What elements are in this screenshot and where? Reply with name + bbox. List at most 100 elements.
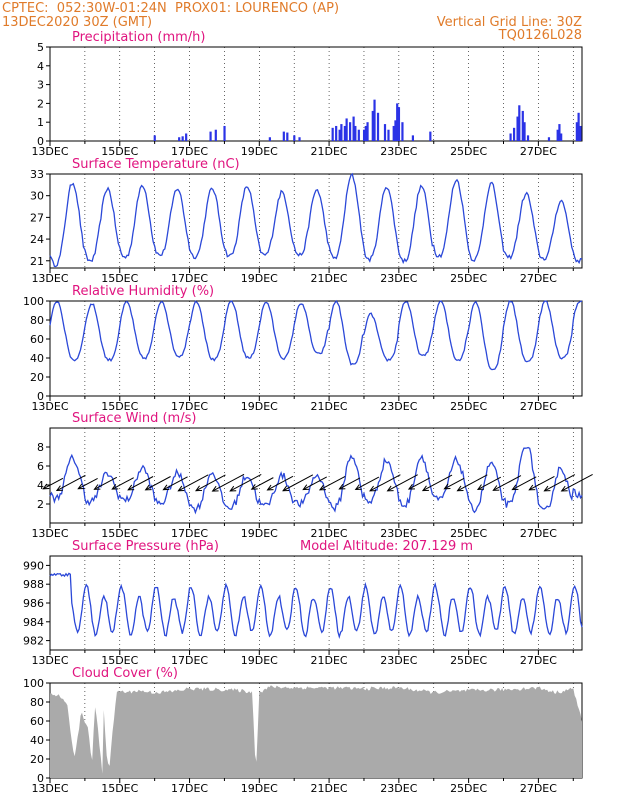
wind-vector — [493, 475, 522, 491]
wind-vector-head — [302, 484, 310, 491]
wind-vector-head — [250, 484, 258, 490]
wind-vector-head — [511, 484, 519, 491]
x-tick-label: 13DEC — [31, 145, 68, 158]
panel-3: Relative Humidity (%) 0 20 40 60 80 100 13DEC 15… — [23, 284, 583, 413]
x-tick-label: 13DEC — [31, 654, 68, 667]
panel-6: Cloud Cover (%) 0 20 40 60 80 100 13DEC 15DEC 17D… — [23, 666, 583, 795]
precip-bar — [516, 116, 519, 141]
precip-bar — [383, 124, 387, 141]
y-tick-label: 24 — [30, 233, 44, 246]
y-tick-label: 40 — [30, 734, 44, 747]
precip-bar — [335, 125, 338, 141]
wind-speed-line — [49, 446, 583, 515]
y-tick-label: 982 — [23, 635, 44, 648]
temperature-line — [49, 172, 583, 268]
x-tick-label: 21DEC — [311, 400, 348, 413]
wind-vector — [444, 477, 465, 490]
wind-vector-head — [492, 485, 500, 491]
precip-bar — [575, 122, 578, 141]
panel-title: Surface Pressure (hPa) — [72, 539, 219, 554]
y-tick-label: 5 — [37, 41, 44, 54]
wind-vector — [282, 474, 314, 492]
precip-bar — [523, 122, 526, 141]
precip-bar — [371, 110, 374, 141]
precip-bar — [209, 131, 212, 141]
precip-bar — [394, 120, 397, 141]
wind-vector-head — [421, 485, 429, 492]
precip-bar — [547, 137, 551, 141]
y-tick-label: 0 — [37, 390, 44, 403]
y-tick-label: 1 — [37, 116, 44, 129]
x-tick-label: 23DEC — [380, 782, 417, 795]
wind-vector-head — [318, 484, 326, 491]
x-tick-label: 21DEC — [311, 272, 348, 285]
x-tick-label: 15DEC — [101, 527, 138, 540]
x-tick-label: 13DEC — [31, 272, 68, 285]
wind-vector-head — [55, 485, 63, 492]
panel-frame — [49, 427, 583, 524]
precip-bar — [362, 129, 366, 141]
model-altitude-label: Model Altitude: 207.129 m — [300, 539, 473, 554]
wind-vector-head — [127, 484, 135, 491]
wind-vector-head — [443, 483, 451, 490]
x-tick-label: 27DEC — [520, 400, 557, 413]
wind-vector-head — [229, 485, 237, 492]
x-tick-label: 17DEC — [171, 654, 208, 667]
wind-vector-head — [266, 484, 274, 491]
x-tick-label: 25DEC — [450, 272, 487, 285]
precip-bar — [338, 129, 341, 141]
precip-bar — [181, 136, 184, 141]
x-tick-label: 13DEC — [31, 400, 68, 413]
wind-vector — [178, 474, 209, 492]
x-tick-label: 19DEC — [241, 272, 278, 285]
y-tick-label: 30 — [30, 190, 44, 203]
x-tick-label: 27DEC — [520, 272, 557, 285]
y-tick-label: 4 — [37, 479, 44, 492]
wind-vector — [43, 477, 64, 490]
y-tick-label: 60 — [30, 715, 44, 728]
wind-vector — [339, 477, 361, 490]
wind-vector-head — [282, 485, 290, 492]
x-tick-label: 15DEC — [101, 782, 138, 795]
precip-bar — [185, 133, 188, 141]
wind-vector-head — [456, 485, 464, 492]
panel-frame — [49, 300, 583, 397]
wind-vector — [195, 474, 226, 492]
precip-bar — [521, 110, 524, 141]
x-tick-label: 25DEC — [450, 145, 487, 158]
pressure-line — [49, 572, 583, 640]
precip-bar — [397, 107, 401, 141]
precip-bar — [352, 116, 355, 141]
wind-vector — [319, 475, 346, 491]
panel-5: Surface Pressure (hPa) Model Altitude: 20… — [23, 539, 583, 667]
x-tick-label: 25DEC — [450, 400, 487, 413]
wind-vector — [251, 477, 274, 490]
y-tick-label: 80 — [30, 314, 44, 327]
wind-vector-head — [407, 483, 415, 490]
precip-bar — [366, 122, 369, 141]
wind-vector — [127, 476, 154, 491]
wind-vector-head — [476, 484, 484, 490]
x-tick-label: 27DEC — [520, 145, 557, 158]
precip-bar — [345, 118, 348, 141]
y-tick-label: 60 — [30, 333, 44, 346]
y-tick-label: 3 — [37, 79, 44, 92]
wind-vector — [267, 475, 294, 491]
precip-bar — [556, 129, 559, 141]
x-tick-label: 17DEC — [171, 527, 208, 540]
wind-vector — [163, 476, 188, 491]
precip-bar — [392, 125, 395, 141]
wind-vector — [512, 476, 537, 491]
x-tick-label: 23DEC — [380, 654, 417, 667]
wind-vector-head — [369, 485, 377, 492]
wind-vector — [387, 474, 418, 492]
x-tick-label: 25DEC — [450, 782, 487, 795]
y-tick-label: 80 — [30, 696, 44, 709]
precip-bar — [429, 131, 432, 141]
precip-bar — [357, 129, 360, 141]
wind-vector-head — [354, 484, 362, 491]
precip-bar — [376, 112, 380, 141]
y-tick-label: 100 — [23, 295, 44, 308]
precip-bar — [577, 112, 580, 141]
wind-vector — [229, 473, 262, 492]
